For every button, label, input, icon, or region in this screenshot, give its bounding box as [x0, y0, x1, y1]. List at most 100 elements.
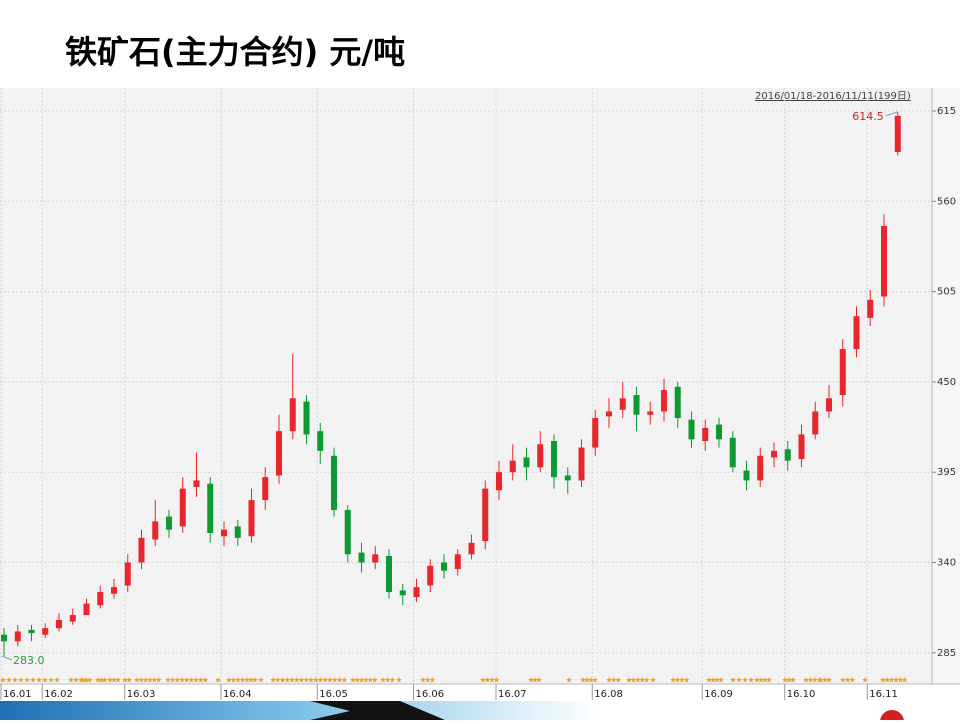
signal-star — [489, 677, 495, 683]
signal-star — [674, 677, 681, 683]
x-tick-label: 16.05 — [319, 689, 348, 700]
signal-star — [884, 677, 891, 683]
signal-star — [151, 677, 158, 683]
y-tick-label: 560 — [937, 196, 956, 207]
signal-star — [354, 677, 361, 683]
signal-star — [420, 677, 426, 683]
signal-star — [626, 677, 632, 683]
signal-star — [0, 677, 6, 683]
signal-star — [371, 677, 378, 683]
plot-area — [0, 88, 932, 684]
y-tick-label: 285 — [937, 648, 956, 659]
signal-star — [528, 677, 534, 683]
candle-body — [28, 629, 35, 634]
signal-star — [610, 677, 617, 683]
candle-body — [413, 587, 420, 597]
signal-star — [350, 677, 356, 683]
signal-star — [298, 677, 305, 683]
signal-star — [202, 677, 209, 683]
signal-star — [312, 677, 319, 683]
signal-star — [42, 677, 48, 683]
candle-body — [894, 115, 901, 153]
candle-body — [111, 587, 117, 594]
signal-star — [83, 677, 90, 683]
signal-star — [493, 677, 500, 683]
signal-star — [742, 677, 748, 683]
x-tick-label: 16.08 — [594, 689, 623, 700]
signal-star — [86, 677, 93, 683]
signal-star — [284, 677, 291, 683]
signal-star — [122, 677, 128, 683]
signal-star — [101, 677, 108, 683]
signal-star — [235, 677, 241, 683]
signal-star — [389, 677, 396, 683]
signal-star — [155, 677, 162, 683]
footer-band — [0, 701, 600, 720]
signal-star — [367, 677, 374, 683]
candle-body — [262, 477, 269, 501]
footer-decor — [0, 701, 904, 724]
signal-star — [639, 677, 646, 683]
signal-star — [762, 677, 768, 683]
signal-star — [303, 677, 310, 683]
annotation-label: 283.0 — [13, 654, 45, 667]
signal-star — [293, 677, 300, 683]
signal-star — [484, 677, 491, 683]
x-tick-label: 16.02 — [44, 689, 73, 700]
signal-star — [270, 677, 276, 683]
signal-star — [24, 677, 30, 683]
candle-body — [207, 483, 214, 533]
signal-star — [782, 677, 788, 683]
date-range: 2016/01/18-2016/11/11(199日) — [755, 91, 911, 102]
signal-star — [714, 677, 720, 683]
candle-body — [56, 619, 62, 629]
signal-star — [336, 677, 343, 683]
signal-star — [98, 677, 105, 683]
candle-body — [234, 526, 241, 538]
x-tick-label: 16.07 — [498, 689, 527, 700]
candle-body — [276, 431, 282, 476]
annotation-leader — [1, 655, 13, 661]
signal-star — [754, 677, 760, 683]
signal-star — [786, 677, 792, 683]
signal-star — [812, 677, 818, 683]
signal-star — [30, 677, 36, 683]
signal-star — [18, 677, 24, 683]
signal-star — [6, 677, 12, 683]
signal-star — [650, 677, 656, 683]
candle-body — [97, 592, 104, 606]
candle-body — [427, 565, 434, 586]
candle-body — [372, 554, 379, 563]
signal-star — [807, 677, 814, 683]
signal-star — [126, 677, 132, 683]
chart-title: 铁矿石(主力合约) 元/吨 — [65, 33, 405, 71]
signal-star — [580, 677, 586, 683]
x-tick-label: 16.10 — [787, 689, 816, 700]
signal-star — [289, 677, 295, 683]
candle-body — [152, 521, 159, 540]
signal-star — [322, 677, 329, 683]
signal-star — [134, 677, 140, 683]
candle-body — [358, 552, 365, 563]
signal-star — [317, 677, 324, 683]
x-tick-label: 16.03 — [127, 689, 156, 700]
candle-body — [482, 488, 489, 542]
annotation-leader — [885, 111, 898, 117]
candle-body — [578, 447, 585, 481]
signal-star — [54, 677, 60, 683]
signal-star — [630, 677, 637, 683]
signal-star — [840, 677, 846, 683]
candle-body — [441, 562, 447, 571]
signal-star — [183, 677, 190, 683]
candle-body — [757, 455, 764, 481]
signal-star — [80, 677, 86, 683]
x-tick-label: 16.09 — [704, 689, 733, 700]
candle-body — [1, 634, 7, 642]
signal-star — [718, 677, 724, 683]
signal-star — [766, 677, 772, 683]
candle-body — [812, 411, 819, 435]
x-tick-label: 16.11 — [869, 689, 898, 700]
candle-body — [468, 542, 475, 555]
signal-star — [822, 677, 828, 683]
signal-star — [424, 677, 431, 683]
